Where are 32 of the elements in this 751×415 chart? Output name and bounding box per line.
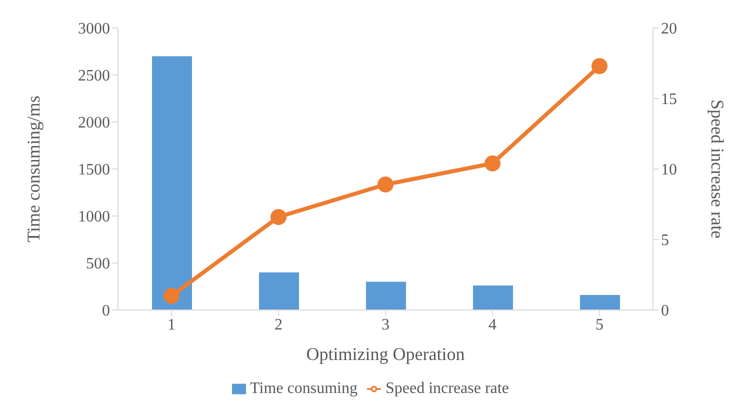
y2-tick-label: 5 xyxy=(661,232,669,250)
y-tick-label: 1500 xyxy=(78,162,110,179)
point xyxy=(270,208,286,225)
y2-tick-label: 0 xyxy=(661,302,669,320)
y-tick-label: 2000 xyxy=(78,114,110,132)
x-tick-label: 5 xyxy=(596,316,604,334)
y-tick-label: 1000 xyxy=(78,208,110,226)
y-tick-label: 3000 xyxy=(78,20,110,38)
y-tick-label: 500 xyxy=(86,256,110,273)
x-tick-label: 2 xyxy=(274,316,282,334)
bar xyxy=(366,282,406,310)
y2-tick-label: 10 xyxy=(661,162,677,179)
bar xyxy=(152,56,192,310)
point xyxy=(484,155,500,172)
legend-label: Time consuming xyxy=(250,380,358,397)
x-tick-label: 1 xyxy=(168,316,176,334)
x-tick-label: 4 xyxy=(488,316,496,334)
y-axis-title: Time consuming/ms xyxy=(23,96,44,242)
y2-tick-label: 15 xyxy=(661,91,677,108)
y2-axis-title: Speed increase rate xyxy=(708,100,728,238)
bar xyxy=(580,294,620,310)
bar xyxy=(259,272,299,310)
legend-label: Speed increase rate xyxy=(385,380,509,397)
point xyxy=(378,176,394,193)
y-tick-label: 2500 xyxy=(78,68,110,85)
x-tick-label: 3 xyxy=(382,316,390,334)
x-axis-title: Optimizing Operation xyxy=(306,344,465,364)
point xyxy=(592,58,608,74)
y-tick-label: 0 xyxy=(102,302,110,320)
bar xyxy=(473,286,513,310)
y2-tick-label: 20 xyxy=(661,20,677,38)
point xyxy=(164,288,180,304)
